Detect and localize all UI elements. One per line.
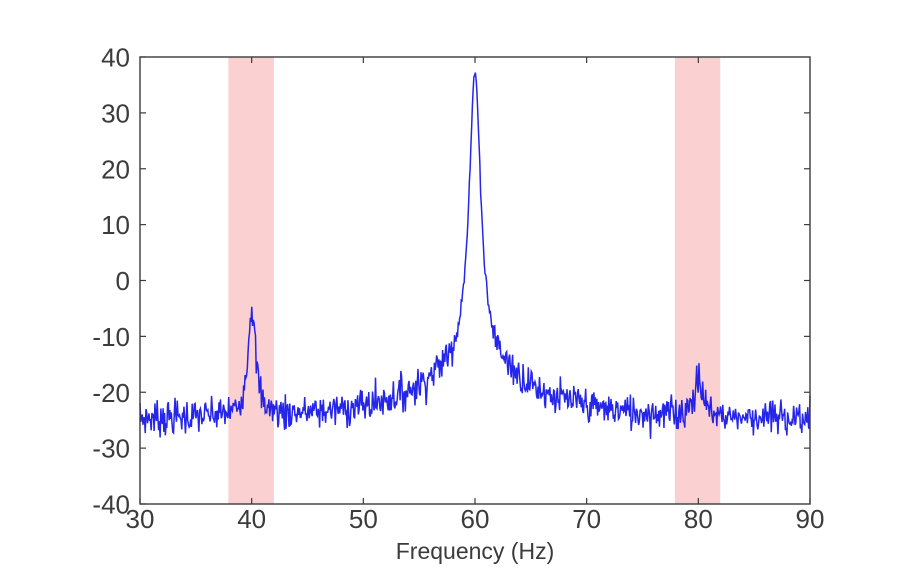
- svg-text:30: 30: [101, 98, 130, 128]
- svg-text:-30: -30: [92, 434, 130, 464]
- svg-text:-10: -10: [92, 322, 130, 352]
- svg-text:-20: -20: [92, 378, 130, 408]
- svg-text:-40: -40: [92, 490, 130, 520]
- svg-text:90: 90: [796, 504, 825, 534]
- svg-text:0: 0: [116, 266, 130, 296]
- svg-text:10: 10: [101, 210, 130, 240]
- svg-text:80: 80: [684, 504, 713, 534]
- svg-text:40: 40: [101, 43, 130, 73]
- svg-text:70: 70: [572, 504, 601, 534]
- svg-text:Frequency (Hz): Frequency (Hz): [396, 538, 554, 564]
- svg-text:20: 20: [101, 154, 130, 184]
- svg-text:60: 60: [461, 504, 490, 534]
- svg-text:50: 50: [349, 504, 378, 534]
- svg-text:40: 40: [237, 504, 266, 534]
